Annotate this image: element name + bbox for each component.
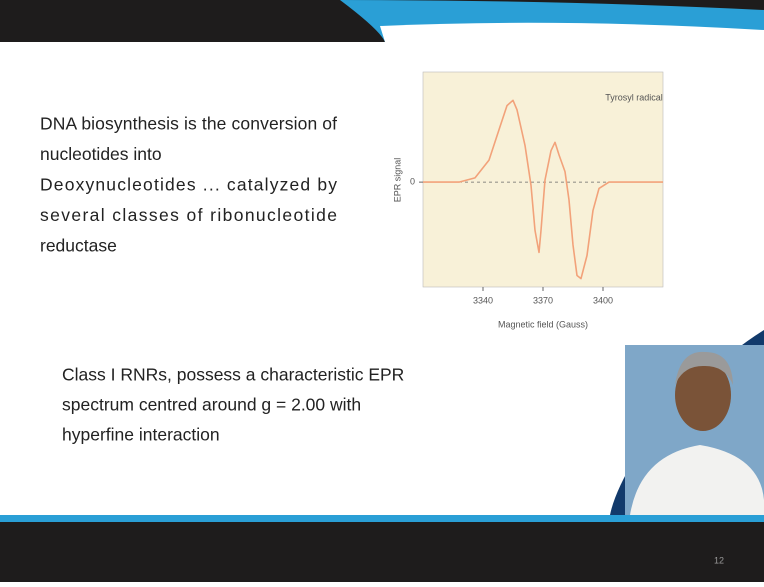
y-tick-label: 0 [410,176,415,186]
y-axis-label: EPR signal [392,158,402,203]
paragraph-line: spectrum centred around g = 2.00 with [62,395,361,415]
slide: 12 DNA biosynthesis is the conversion of… [0,0,764,582]
paragraph-line: Deoxynucleotides ... catalyzed by [40,175,337,195]
paragraph-line: nucleotides into [40,144,162,164]
paragraph-line: Class I RNRs, possess a characteristic E… [62,365,404,385]
x-axis-label: Magnetic field (Gauss) [498,319,588,329]
annotation: Tyrosyl radical [605,92,663,102]
plot-area [423,72,663,287]
bottom-bar [0,522,764,582]
bottom-accent [0,515,764,522]
x-tick-label: 3400 [593,295,613,305]
paragraph-line: DNA biosynthesis is the conversion of [40,114,337,134]
paragraph-line: hyperfine interaction [62,425,220,445]
x-tick-label: 3370 [533,295,553,305]
presenter [625,345,764,515]
x-tick-label: 3340 [473,295,493,305]
page-number: 12 [714,555,724,565]
paragraph-line: reductase [40,236,117,256]
